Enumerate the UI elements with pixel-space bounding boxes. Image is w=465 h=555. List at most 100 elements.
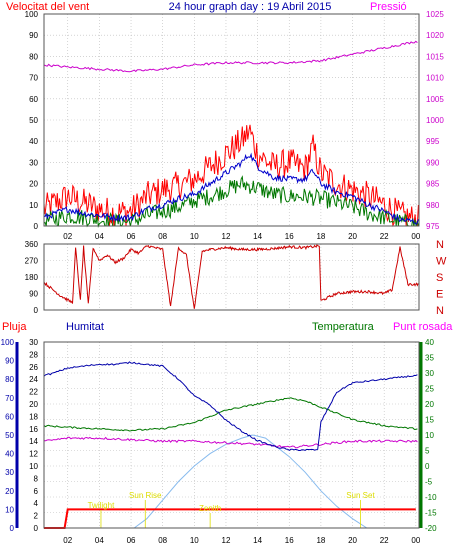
left-axis-tick-label: 80 (29, 52, 38, 61)
x-tick-label: 14 (253, 536, 262, 545)
rain-tick-label: 6 (34, 487, 39, 496)
zenith-label: Zenith (199, 504, 221, 513)
humidity-temperature-panel: 1009080706050403020100302826242220181614… (1, 338, 437, 545)
right-axis-tick-label: 1005 (426, 95, 444, 104)
rain-tick-label: 22 (29, 388, 38, 397)
rain-tick-label: 16 (29, 425, 38, 434)
rain-tick-label: 28 (29, 350, 38, 359)
x-tick-label: 02 (63, 536, 72, 545)
direction-letter: E (436, 289, 443, 301)
x-tick-label: 22 (380, 232, 389, 241)
wind-pressure-panel: 1009080706050403020100102510201015101010… (25, 10, 445, 241)
dewpoint-line (43, 436, 418, 449)
direction-tick-label: 180 (25, 273, 39, 282)
temperature-tick-label: 0 (425, 462, 430, 471)
x-tick-label: 08 (158, 536, 167, 545)
direction-tick-label: 270 (25, 257, 39, 266)
right-axis-tick-label: 975 (426, 222, 440, 231)
right-axis-tick-label: 995 (426, 137, 440, 146)
bottom-dewpoint-title: Punt rosada (393, 321, 453, 333)
direction-tick-label: 0 (34, 306, 39, 315)
temperature-tick-label: -5 (425, 478, 433, 487)
right-axis-tick-label: 1020 (426, 31, 444, 40)
temperature-tick-label: -15 (425, 509, 437, 518)
left-axis-tick-label: 50 (29, 116, 38, 125)
x-tick-label: 20 (348, 536, 357, 545)
wind-average-line (43, 152, 419, 225)
solar-curve (133, 434, 368, 529)
rain-tick-label: 14 (29, 437, 38, 446)
x-tick-label: 06 (127, 536, 136, 545)
x-tick-label: 00 (411, 232, 420, 241)
right-axis-tick-label: 1025 (426, 10, 444, 19)
left-axis-tick-label: 60 (29, 95, 38, 104)
right-axis-tick-label: 980 (426, 201, 440, 210)
rain-tick-label: 8 (34, 474, 39, 483)
x-tick-label: 16 (285, 536, 294, 545)
x-tick-label: 08 (158, 232, 167, 241)
x-tick-label: 18 (316, 536, 325, 545)
x-tick-label: 04 (95, 536, 104, 545)
left-axis-tick-label: 90 (29, 31, 38, 40)
bottom-panel-frame (43, 341, 420, 529)
temperature-tick-label: 30 (425, 369, 434, 378)
x-tick-label: 10 (190, 232, 199, 241)
humidity-tick-label: 0 (10, 524, 15, 533)
wind-gust-line (43, 124, 419, 227)
direction-tick-label: 360 (25, 240, 39, 249)
wind-direction-line (43, 243, 419, 309)
x-tick-label: 12 (222, 232, 231, 241)
rain-tick-label: 10 (29, 462, 38, 471)
x-tick-label: 18 (316, 232, 325, 241)
x-tick-label: 20 (348, 232, 357, 241)
rain-tick-label: 30 (29, 338, 38, 347)
rain-tick-label: 12 (29, 450, 38, 459)
rain-tick-label: 24 (29, 375, 38, 384)
left-axis-tick-label: 10 (29, 201, 38, 210)
rain-tick-label: 26 (29, 363, 38, 372)
rain-line (44, 508, 416, 529)
humidity-tick-label: 90 (5, 357, 14, 366)
left-axis-tick-label: 0 (34, 222, 39, 231)
temperature-tick-label: 10 (425, 431, 434, 440)
humidity-tick-label: 50 (5, 431, 14, 440)
x-tick-label: 12 (222, 536, 231, 545)
rain-tick-label: 2 (34, 512, 39, 521)
sunrise-label: Sun Rise (129, 491, 162, 500)
x-tick-label: 10 (190, 536, 199, 545)
x-tick-label: 04 (95, 232, 104, 241)
left-axis-tick-label: 40 (29, 137, 38, 146)
left-axis-tick-label: 30 (29, 158, 38, 167)
rain-tick-label: 0 (34, 524, 39, 533)
right-axis-tick-label: 985 (426, 180, 440, 189)
rain-tick-label: 4 (34, 499, 39, 508)
temperature-line (43, 397, 418, 432)
temperature-tick-label: 20 (425, 400, 434, 409)
direction-panel-frame (43, 243, 420, 311)
temperature-tick-label: 5 (425, 447, 430, 456)
humidity-tick-label: 80 (5, 375, 14, 384)
direction-letter: S (436, 272, 443, 284)
top-panel-frame (43, 13, 420, 227)
top-right-title: Pressió (370, 1, 407, 13)
left-axis-tick-label: 100 (25, 10, 39, 19)
left-axis-tick-label: 70 (29, 74, 38, 83)
rain-tick-label: 18 (29, 412, 38, 421)
x-tick-label: 14 (253, 232, 262, 241)
sunset-label: Sun Set (346, 491, 375, 500)
x-tick-label: 06 (127, 232, 136, 241)
direction-letter: N (436, 305, 444, 317)
temperature-tick-label: -10 (425, 493, 437, 502)
bottom-temperature-title: Temperatura (312, 321, 375, 333)
humidity-tick-label: 40 (5, 450, 14, 459)
temperature-tick-label: 15 (425, 416, 434, 425)
temperature-tick-label: 25 (425, 385, 434, 394)
bottom-rain-title: Pluja (2, 321, 27, 333)
temperature-tick-label: 40 (425, 338, 434, 347)
chart-title: 24 hour graph day : 19 Abril 2015 (169, 1, 332, 13)
x-tick-label: 16 (285, 232, 294, 241)
rain-tick-label: 20 (29, 400, 38, 409)
pressure-line (43, 40, 418, 73)
